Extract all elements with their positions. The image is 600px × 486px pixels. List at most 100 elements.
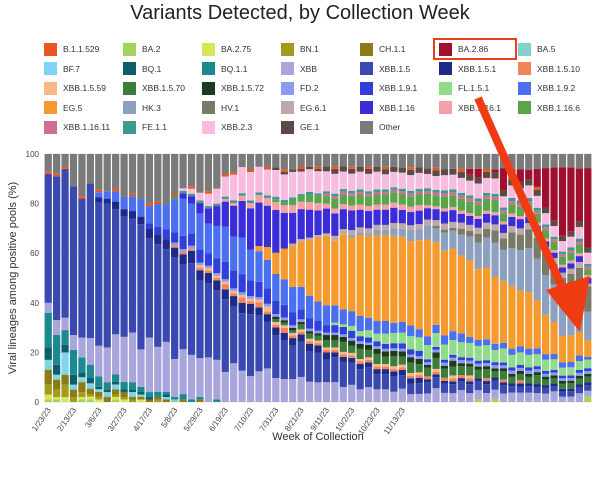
bar-segment[interactable] xyxy=(61,330,69,345)
bar-segment[interactable] xyxy=(348,193,356,196)
bar-segment[interactable] xyxy=(246,298,255,302)
legend-item[interactable]: B.1.1.529 xyxy=(44,42,99,56)
bar-segment[interactable] xyxy=(356,364,364,370)
bar-segment[interactable] xyxy=(584,311,592,340)
bar-segment[interactable] xyxy=(238,302,246,314)
bar-segment[interactable] xyxy=(263,321,272,369)
bar-segment[interactable] xyxy=(314,168,322,172)
bar-segment[interactable] xyxy=(533,258,541,301)
bar-segment[interactable] xyxy=(305,351,314,382)
bar-segment[interactable] xyxy=(390,154,398,167)
bar-segment[interactable] xyxy=(187,193,196,197)
bar-segment[interactable] xyxy=(415,383,423,394)
bar-segment[interactable] xyxy=(508,392,516,402)
bar-segment[interactable] xyxy=(491,371,499,378)
bar-segment[interactable] xyxy=(280,322,288,326)
bar-segment[interactable] xyxy=(120,209,128,217)
bar-segment[interactable] xyxy=(381,321,390,334)
bar-segment[interactable] xyxy=(482,360,491,364)
bar-segment[interactable] xyxy=(171,396,179,400)
bar-segment[interactable] xyxy=(499,213,508,222)
bar-segment[interactable] xyxy=(440,229,449,233)
bar-segment[interactable] xyxy=(482,213,491,223)
bar-segment[interactable] xyxy=(314,210,322,236)
legend-item[interactable]: XBB.1.9.2 xyxy=(518,81,575,95)
bar-segment[interactable] xyxy=(499,232,508,239)
bar-segment[interactable] xyxy=(381,389,390,402)
bar-segment[interactable] xyxy=(272,314,280,317)
bar-segment[interactable] xyxy=(255,297,263,300)
bar-segment[interactable] xyxy=(339,234,347,310)
bar-segment[interactable] xyxy=(238,313,246,371)
bar-segment[interactable] xyxy=(558,241,567,252)
bar-segment[interactable] xyxy=(356,343,364,349)
bar-segment[interactable] xyxy=(179,394,187,400)
bar-segment[interactable] xyxy=(280,317,288,321)
bar-segment[interactable] xyxy=(390,332,398,344)
bar-segment[interactable] xyxy=(221,289,229,300)
bar-segment[interactable] xyxy=(280,325,288,328)
bar-segment[interactable] xyxy=(508,216,516,227)
bar-segment[interactable] xyxy=(533,348,541,355)
bar-segment[interactable] xyxy=(558,383,567,389)
bar-segment[interactable] xyxy=(364,317,373,331)
bar-segment[interactable] xyxy=(69,374,78,385)
bar-segment[interactable] xyxy=(567,250,575,253)
bar-segment[interactable] xyxy=(533,372,541,376)
bar-segment[interactable] xyxy=(356,189,364,192)
bar-segment[interactable] xyxy=(204,154,213,192)
bar-segment[interactable] xyxy=(449,221,457,228)
bar-segment[interactable] xyxy=(508,248,516,286)
bar-segment[interactable] xyxy=(466,216,474,225)
bar-segment[interactable] xyxy=(398,154,406,168)
bar-segment[interactable] xyxy=(474,154,482,169)
legend-item[interactable]: XBB.1.5.59 xyxy=(44,81,106,95)
bar-segment[interactable] xyxy=(280,332,288,341)
bar-segment[interactable] xyxy=(449,210,457,222)
bar-segment[interactable] xyxy=(407,357,415,363)
bar-segment[interactable] xyxy=(221,281,229,285)
bar-segment[interactable] xyxy=(263,314,272,322)
bar-segment[interactable] xyxy=(466,236,474,261)
bar-segment[interactable] xyxy=(457,228,465,235)
bar-segment[interactable] xyxy=(398,364,406,368)
bar-segment[interactable] xyxy=(432,368,440,372)
bar-segment[interactable] xyxy=(356,331,364,337)
bar-segment[interactable] xyxy=(449,230,457,249)
bar-segment[interactable] xyxy=(584,371,592,374)
bar-segment[interactable] xyxy=(457,234,465,256)
bar-segment[interactable] xyxy=(238,292,246,295)
bar-segment[interactable] xyxy=(457,375,465,379)
bar-segment[interactable] xyxy=(508,370,516,374)
bar-segment[interactable] xyxy=(440,211,449,224)
bar-segment[interactable] xyxy=(322,203,331,209)
bar-segment[interactable] xyxy=(457,357,465,361)
bar-segment[interactable] xyxy=(525,229,533,249)
bar-segment[interactable] xyxy=(314,193,322,196)
bar-segment[interactable] xyxy=(364,357,373,360)
bar-segment[interactable] xyxy=(525,292,533,349)
legend-item[interactable]: XBB.2.3 xyxy=(202,120,252,134)
bar-segment[interactable] xyxy=(491,377,499,381)
bar-segment[interactable] xyxy=(449,195,457,208)
bar-segment[interactable] xyxy=(297,329,305,332)
bar-segment[interactable] xyxy=(373,374,381,390)
bar-segment[interactable] xyxy=(482,384,491,394)
bar-segment[interactable] xyxy=(381,343,390,349)
bar-segment[interactable] xyxy=(575,256,583,262)
bar-segment[interactable] xyxy=(289,246,297,287)
bar-segment[interactable] xyxy=(499,365,508,369)
bar-segment[interactable] xyxy=(440,380,449,384)
bar-segment[interactable] xyxy=(179,198,187,236)
bar-segment[interactable] xyxy=(171,247,179,258)
bar-segment[interactable] xyxy=(61,374,69,385)
bar-segment[interactable] xyxy=(322,335,331,340)
bar-segment[interactable] xyxy=(145,228,154,239)
bar-segment[interactable] xyxy=(221,226,229,262)
bar-segment[interactable] xyxy=(516,216,524,220)
bar-segment[interactable] xyxy=(466,168,474,175)
bar-segment[interactable] xyxy=(120,399,128,402)
bar-segment[interactable] xyxy=(187,263,196,355)
bar-segment[interactable] xyxy=(246,296,255,299)
bar-segment[interactable] xyxy=(491,380,499,390)
